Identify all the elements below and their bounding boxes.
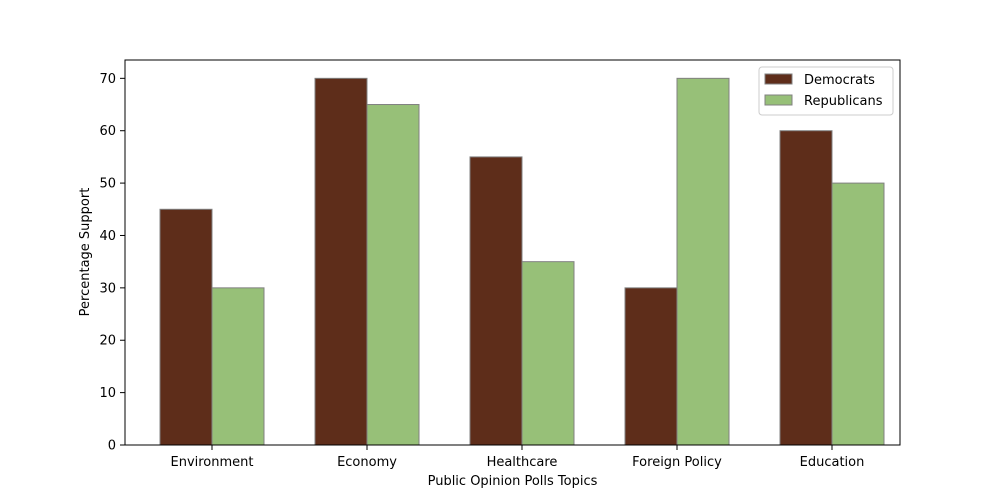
y-tick-label: 60 xyxy=(99,124,116,139)
y-tick-label: 10 xyxy=(99,386,116,401)
plot-frame xyxy=(124,59,901,446)
bar-republicans-foreign-policy xyxy=(676,77,730,446)
bar-republicans-healthcare xyxy=(521,261,575,446)
legend-swatch-democrats xyxy=(764,73,793,85)
x-tick-label: Environment xyxy=(170,455,253,470)
axes-layer: Environment Economy Healthcare Foreign Poli… xyxy=(99,59,901,470)
x-tick-label: Healthcare xyxy=(487,455,558,470)
legend-label-republicans: Republicans xyxy=(804,94,883,109)
y-tick-label: 50 xyxy=(99,177,116,192)
legend: Democrats Republicans xyxy=(758,66,894,116)
bars-layer xyxy=(159,77,885,446)
y-tick-label: 30 xyxy=(99,281,116,296)
y-tick-label: 0 xyxy=(108,439,116,454)
y-tick-label: 70 xyxy=(99,72,116,87)
x-tick-label: Economy xyxy=(337,455,397,470)
y-tick-label: 40 xyxy=(99,229,116,244)
bar-democrats-education xyxy=(779,130,833,446)
x-tick-label: Foreign Policy xyxy=(632,455,722,470)
y-tick-label: 20 xyxy=(99,334,116,349)
bar-democrats-foreign-policy xyxy=(624,287,678,446)
bar-republicans-environment xyxy=(211,287,265,446)
x-tick-label: Education xyxy=(800,455,865,470)
bar-democrats-healthcare xyxy=(469,156,523,446)
bar-republicans-education xyxy=(831,182,885,446)
x-axis-title: Public Opinion Polls Topics xyxy=(428,474,598,489)
y-axis-title: Percentage Support xyxy=(78,188,93,317)
bar-democrats-environment xyxy=(159,208,213,446)
bar-republicans-economy xyxy=(366,104,420,446)
legend-swatch-republicans xyxy=(764,94,793,106)
legend-label-democrats: Democrats xyxy=(804,73,875,88)
bar-democrats-economy xyxy=(314,77,368,446)
